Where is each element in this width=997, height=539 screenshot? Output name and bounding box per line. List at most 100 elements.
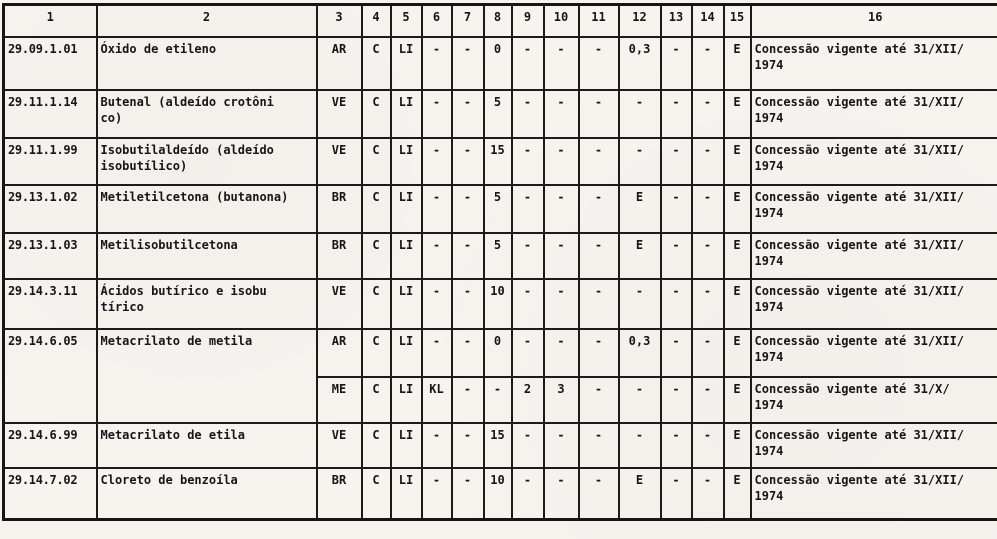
value-cell: 10: [482, 278, 513, 330]
value-cell: -: [577, 232, 620, 280]
column-header-8: 8: [482, 3, 513, 38]
code-cell: 29.14.7.02: [2, 467, 98, 520]
value-cell: -: [577, 137, 620, 186]
value-cell: E: [617, 184, 662, 234]
code-cell: 29.13.1.03: [2, 232, 98, 280]
value-cell: -: [690, 278, 725, 330]
value-cell: -: [510, 184, 545, 234]
code-cell: 29.11.1.99: [2, 137, 98, 186]
value-cell: LI: [389, 422, 423, 469]
value-cell: -: [690, 467, 725, 520]
value-cell: -: [420, 89, 453, 139]
value-cell: E: [722, 232, 752, 280]
value-cell: -: [617, 422, 662, 469]
value-cell: LI: [389, 376, 423, 424]
value-cell: -: [542, 184, 580, 234]
value-cell: 3: [542, 376, 580, 424]
code-cell: 29.11.1.14: [2, 89, 98, 139]
value-cell: E: [722, 137, 752, 186]
value-cell: -: [450, 137, 485, 186]
column-header-15: 15: [722, 3, 752, 38]
value-cell: -: [450, 278, 485, 330]
value-cell: -: [420, 137, 453, 186]
value-cell: E: [722, 36, 752, 91]
value-cell: 15: [482, 137, 513, 186]
name-cell: Metacrilato de etila: [95, 422, 318, 469]
name-cell: Metacrilato de metila: [95, 328, 318, 424]
value-cell: LI: [389, 328, 423, 378]
value-cell: -: [420, 328, 453, 378]
value-cell: -: [510, 89, 545, 139]
value-cell: -: [577, 89, 620, 139]
value-cell: -: [659, 232, 693, 280]
value-cell: BR: [315, 467, 363, 520]
value-cell: -: [542, 232, 580, 280]
value-cell: ME: [315, 376, 363, 424]
value-cell: C: [360, 422, 392, 469]
column-header-4: 4: [360, 3, 392, 38]
value-cell: -: [420, 232, 453, 280]
value-cell: -: [690, 328, 725, 378]
value-cell: -: [690, 184, 725, 234]
value-cell: 2: [510, 376, 545, 424]
table-row: 29.14.7.02 Cloreto de benzoíla BR C LI -…: [2, 467, 997, 520]
value-cell: -: [450, 89, 485, 139]
value-cell: -: [482, 376, 513, 424]
value-cell: 0: [482, 328, 513, 378]
value-cell: C: [360, 137, 392, 186]
value-cell: -: [510, 328, 545, 378]
observation-cell: Concessão vigente até 31/XII/ 1974: [749, 137, 997, 186]
name-cell: Butenal (aldeído crotôni co): [95, 89, 318, 139]
value-cell: -: [450, 422, 485, 469]
column-header-16: 16: [749, 3, 997, 38]
value-cell: E: [722, 376, 752, 424]
table-row: 29.13.1.02 Metiletilcetona (butanona) BR…: [2, 184, 997, 234]
column-header-13: 13: [659, 3, 693, 38]
value-cell: E: [722, 184, 752, 234]
name-cell: Metilisobutilcetona: [95, 232, 318, 280]
value-cell: -: [542, 278, 580, 330]
table-row: 29.14.6.99 Metacrilato de etila VE C LI …: [2, 422, 997, 469]
value-cell: C: [360, 184, 392, 234]
observation-cell: Concessão vigente até 31/X/ 1974: [749, 376, 997, 424]
value-cell: -: [690, 422, 725, 469]
value-cell: KL: [420, 376, 453, 424]
column-header-3: 3: [315, 3, 363, 38]
value-cell: E: [722, 89, 752, 139]
value-cell: -: [542, 328, 580, 378]
value-cell: E: [617, 232, 662, 280]
table-row: 29.13.1.03 Metilisobutilcetona BR C LI -…: [2, 232, 997, 280]
table-row: 29.11.1.99 Isobutilaldeído (aldeído isob…: [2, 137, 997, 186]
value-cell: C: [360, 328, 392, 378]
value-cell: -: [510, 36, 545, 91]
table-row: ME C LI KL - - 2 3 - - - - E Concessão v…: [4, 376, 997, 424]
value-cell: -: [420, 184, 453, 234]
value-cell: -: [690, 137, 725, 186]
table-row: 29.09.1.01 Óxido de etileno AR C LI - - …: [2, 36, 997, 91]
value-cell: VE: [315, 89, 363, 139]
column-header-2: 2: [95, 3, 318, 38]
tariff-concession-table: 1 2 3 4 5 6 7 8 9 10 11 12 13 14 15 16 2…: [2, 3, 997, 521]
code-cell: 29.14.6.05: [2, 328, 98, 424]
column-header-12: 12: [617, 3, 662, 38]
value-cell: -: [690, 232, 725, 280]
value-cell: -: [510, 137, 545, 186]
value-cell: 0,3: [617, 328, 662, 378]
value-cell: -: [659, 422, 693, 469]
value-cell: AR: [315, 328, 363, 378]
observation-cell: Concessão vigente até 31/XII/ 1974: [749, 232, 997, 280]
value-cell: -: [420, 422, 453, 469]
value-cell: -: [690, 376, 725, 424]
value-cell: -: [659, 376, 693, 424]
value-cell: C: [360, 89, 392, 139]
value-cell: 0: [482, 36, 513, 91]
name-cell: Isobutilaldeído (aldeído isobutílico): [95, 137, 318, 186]
observation-cell: Concessão vigente até 31/XII/ 1974: [749, 184, 997, 234]
value-cell: 5: [482, 89, 513, 139]
value-cell: -: [542, 422, 580, 469]
scanned-document-page: 1 2 3 4 5 6 7 8 9 10 11 12 13 14 15 16 2…: [0, 3, 997, 539]
value-cell: -: [690, 89, 725, 139]
value-cell: -: [659, 328, 693, 378]
value-cell: -: [617, 137, 662, 186]
value-cell: E: [617, 467, 662, 520]
